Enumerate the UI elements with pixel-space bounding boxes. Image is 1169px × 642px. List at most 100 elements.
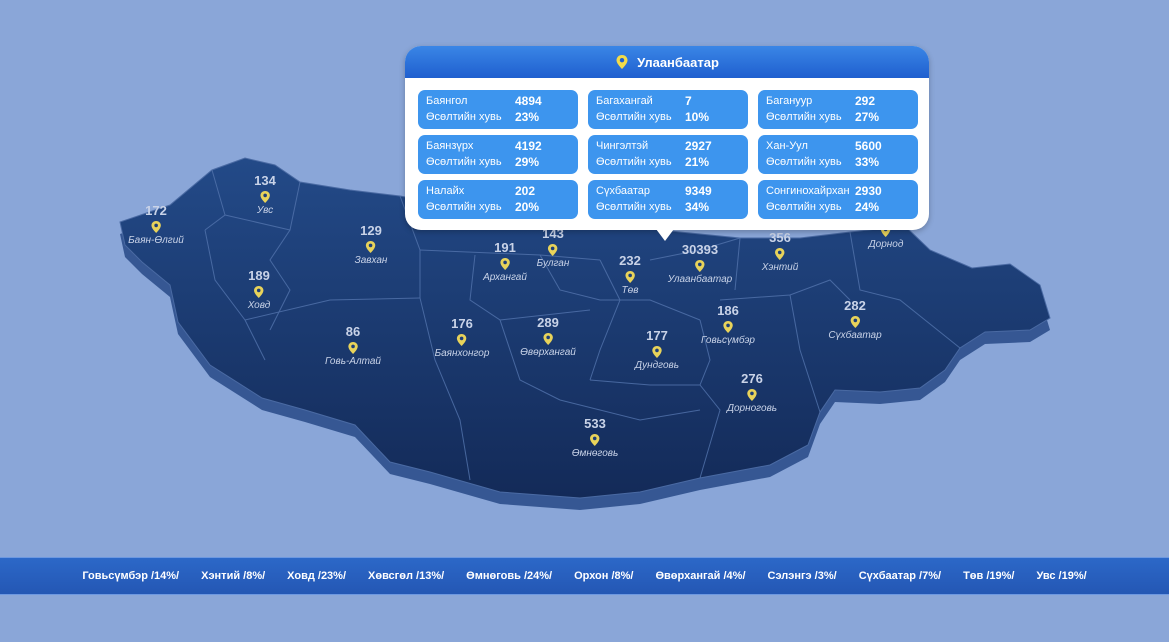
map-pin-icon[interactable] (499, 257, 511, 271)
growth-label: Өсөлтийн хувь (596, 156, 672, 168)
ticker-item[interactable]: Ховд /23%/ (287, 570, 347, 582)
region-label[interactable]: 191 Архангай (483, 240, 527, 283)
district-card[interactable]: Баянгол 4894 Өсөлтийн хувь 23% (418, 90, 578, 129)
region-value: 129 (360, 223, 382, 238)
map-pin-icon[interactable] (365, 240, 377, 254)
map-pin-icon[interactable] (694, 259, 706, 273)
growth-percent: 23% (515, 110, 540, 124)
region-name: Өмнөговь (571, 448, 619, 459)
growth-percent: 10% (685, 110, 710, 124)
region-label[interactable]: 30393 Улаанбаатар (668, 242, 732, 285)
region-label[interactable]: 86 Говь-Алтай (325, 324, 381, 367)
growth-percent: 33% (855, 155, 880, 169)
region-name: Хэнтий (761, 262, 799, 273)
region-label[interactable]: 177 Дундговь (635, 328, 679, 371)
region-label[interactable]: 533 Өмнөговь (572, 416, 619, 459)
map-pin-icon[interactable] (849, 315, 861, 329)
growth-label: Өсөлтийн хувь (766, 156, 842, 168)
map-pin-icon[interactable] (253, 285, 265, 299)
region-name: Ховд (247, 300, 271, 311)
region-value: 176 (451, 316, 473, 331)
region-label[interactable]: 232 Төв (619, 253, 641, 296)
ticker-item[interactable]: Өмнөговь /24%/ (466, 570, 553, 582)
growth-label: Өсөлтийн хувь (596, 201, 672, 213)
map-pin-icon[interactable] (542, 332, 554, 346)
ticker-item[interactable]: Өвөрхангай /4%/ (655, 570, 746, 582)
region-label[interactable]: 172 Баян-Өлгий (128, 203, 184, 246)
map-pin-icon[interactable] (547, 243, 559, 257)
region-value: 232 (619, 253, 641, 268)
region-value: 86 (345, 324, 361, 339)
district-card[interactable]: Багахангай 7 Өсөлтийн хувь 10% (588, 90, 748, 129)
region-label[interactable]: 282 Сүхбаатар (828, 298, 881, 341)
region-label[interactable]: 289 Өвөрхангай (520, 315, 576, 358)
region-name: Сүхбаатар (828, 330, 882, 341)
region-value: 289 (537, 315, 559, 330)
region-label[interactable]: 143 Булган (537, 226, 570, 269)
ulaanbaatar-popup: Улаанбаатар Баянгол 4894 Өсөлтийн хувь 23% Б… (405, 46, 929, 230)
region-label[interactable]: 129 Завхан (355, 223, 388, 266)
region-name: Баянхонгор (434, 348, 490, 359)
region-value: 186 (717, 303, 739, 318)
region-label[interactable]: 134 Увс (254, 173, 276, 216)
district-grid: Баянгол 4894 Өсөлтийн хувь 23% Багахангай 7 Өс… (418, 90, 918, 219)
ticker-item[interactable]: Сэлэнгэ /3%/ (767, 570, 837, 582)
region-borders (204, 169, 961, 481)
map-pin-icon[interactable] (651, 345, 663, 359)
ticker-item[interactable]: Говьсүмбэр /14%/ (82, 570, 180, 582)
map-pin-icon[interactable] (150, 220, 162, 234)
region-name: Говьсүмбэр (701, 335, 755, 346)
district-card[interactable]: Баянзүрх 4192 Өсөлтийн хувь 29% (418, 135, 578, 174)
popup-pointer (656, 229, 674, 241)
district-card[interactable]: Налайх 202 Өсөлтийн хувь 20% (418, 180, 578, 219)
growth-label: Өсөлтийн хувь (426, 201, 502, 213)
district-card[interactable]: Чингэлтэй 2927 Өсөлтийн хувь 21% (588, 135, 748, 174)
map-pin-icon[interactable] (347, 341, 359, 355)
region-label[interactable]: 176 Баянхонгор (435, 316, 490, 359)
map-pin-icon[interactable] (259, 190, 271, 204)
district-name: Хан-Уул (766, 140, 808, 152)
district-card[interactable]: Хан-Уул 5600 Өсөлтийн хувь 33% (758, 135, 918, 174)
growth-label: Өсөлтийн хувь (766, 111, 842, 123)
region-label[interactable]: 189 Ховд (248, 268, 271, 311)
map-pin-icon[interactable] (746, 388, 758, 402)
district-card[interactable]: Сонгинохайрхан 2930 Өсөлтийн хувь 24% (758, 180, 918, 219)
region-value: 276 (741, 371, 763, 386)
district-card[interactable]: Багануур 292 Өсөлтийн хувь 27% (758, 90, 918, 129)
region-name: Дорноговь (726, 403, 778, 414)
region-label[interactable]: 356 Хэнтий (762, 230, 799, 273)
ticker-item[interactable]: Хэнтий /8%/ (201, 570, 266, 582)
district-value: 7 (685, 94, 692, 108)
ticker-item[interactable]: Сүхбаатар /7%/ (858, 570, 942, 582)
ticker-item[interactable]: Төв /19%/ (963, 570, 1015, 582)
district-name: Сонгинохайрхан (766, 185, 850, 197)
region-label[interactable]: 276 Дорноговь (727, 371, 777, 414)
map-pin-icon[interactable] (774, 247, 786, 261)
map-pin-icon (616, 55, 628, 69)
map-pin-icon[interactable] (456, 333, 468, 347)
map-pin-icon[interactable] (624, 270, 636, 284)
region-label[interactable]: 186 Говьсүмбэр (701, 303, 755, 346)
district-card[interactable]: Сүхбаатар 9349 Өсөлтийн хувь 34% (588, 180, 748, 219)
popup-header: Улаанбаатар (405, 46, 929, 78)
map-pin-icon[interactable] (589, 433, 601, 447)
region-name: Баян-Өлгий (128, 235, 184, 246)
region-name: Өвөрхангай (520, 347, 576, 358)
region-value: 533 (584, 416, 606, 431)
region-value: 189 (248, 268, 270, 283)
district-name: Чингэлтэй (596, 140, 649, 152)
growth-label: Өсөлтийн хувь (426, 156, 502, 168)
growth-label: Өсөлтийн хувь (766, 201, 842, 213)
district-value: 202 (515, 184, 536, 198)
ticker-item[interactable]: Хөвсгөл /13%/ (368, 570, 445, 582)
map-pin-icon[interactable] (722, 320, 734, 334)
ticker-item[interactable]: Увс /19%/ (1036, 570, 1087, 582)
district-value: 4894 (515, 94, 542, 108)
ticker-item[interactable]: Орхон /8%/ (574, 570, 634, 582)
growth-percent: 24% (855, 200, 880, 214)
district-name: Багануур (766, 95, 813, 107)
region-name: Улаанбаатар (667, 274, 733, 285)
district-value: 5600 (855, 139, 882, 153)
region-name: Дорнод (868, 239, 904, 250)
